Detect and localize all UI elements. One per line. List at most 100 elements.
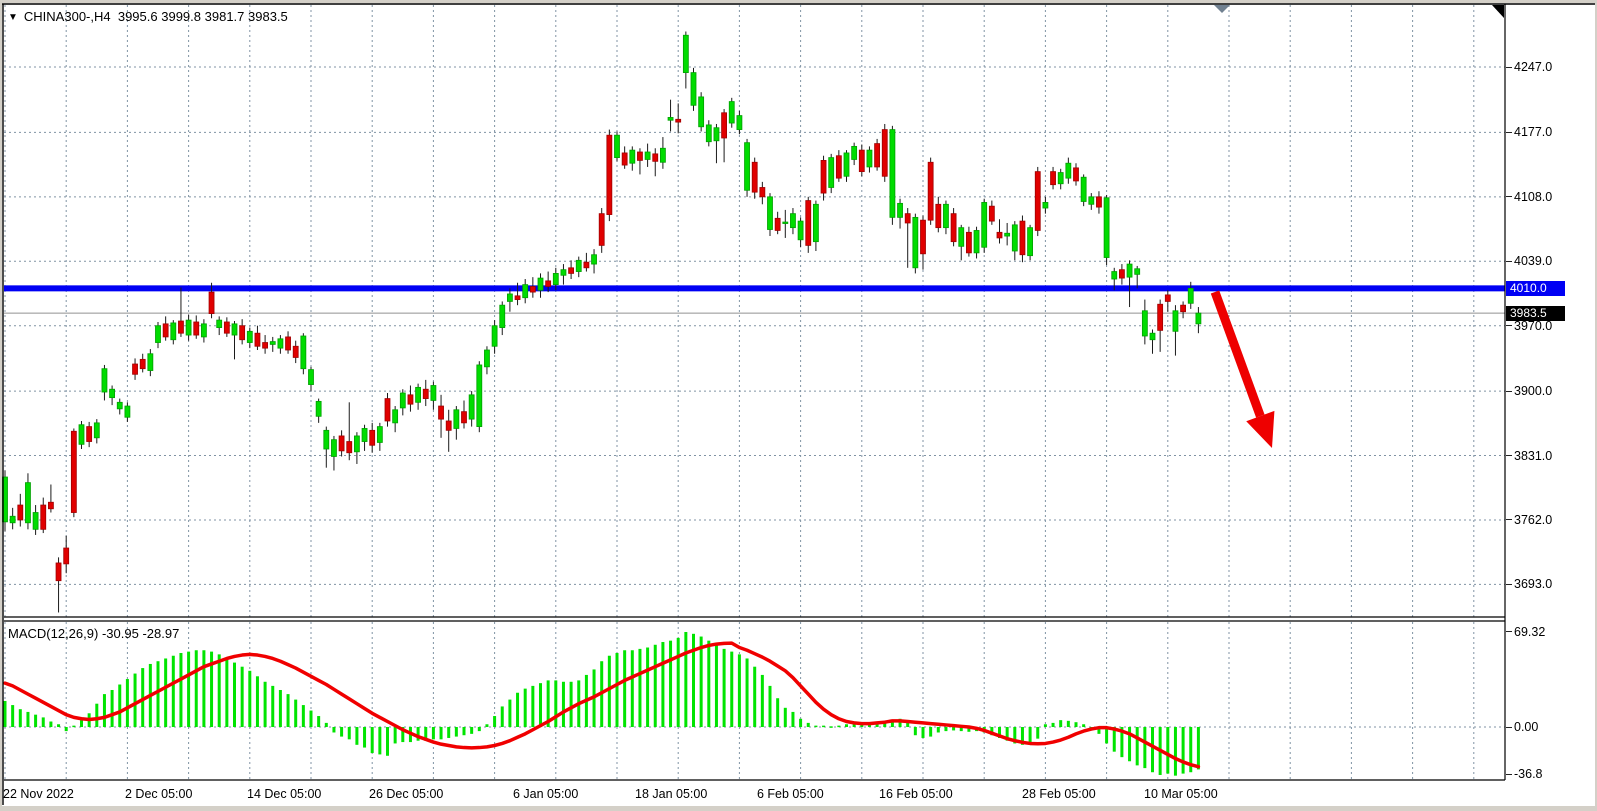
candle-body[interactable]: [499, 304, 506, 328]
candle-body[interactable]: [1111, 271, 1118, 280]
candle-body[interactable]: [292, 345, 299, 358]
candle-body[interactable]: [682, 34, 689, 74]
candle-body[interactable]: [866, 149, 873, 168]
candle-body[interactable]: [361, 428, 368, 442]
candle-body[interactable]: [40, 504, 47, 530]
candle-body[interactable]: [1195, 312, 1202, 325]
candle-body[interactable]: [461, 411, 467, 424]
candle-body[interactable]: [1141, 310, 1148, 337]
candle-body[interactable]: [629, 149, 636, 164]
candle-body[interactable]: [920, 219, 926, 255]
candle-body[interactable]: [805, 200, 812, 246]
candle-body[interactable]: [552, 273, 559, 286]
candle-body[interactable]: [874, 143, 880, 168]
candle-body[interactable]: [1103, 197, 1110, 258]
candle-body[interactable]: [239, 325, 246, 341]
candle-body[interactable]: [767, 196, 773, 230]
candle-body[interactable]: [445, 420, 452, 431]
candle-body[interactable]: [139, 358, 146, 370]
candle-body[interactable]: [996, 231, 1003, 239]
candle-body[interactable]: [338, 435, 345, 452]
candle-body[interactable]: [331, 439, 337, 457]
candle-body[interactable]: [522, 284, 529, 299]
candle-body[interactable]: [369, 429, 376, 446]
candle-body[interactable]: [147, 353, 154, 371]
candle-body[interactable]: [621, 152, 628, 166]
candle-body[interactable]: [705, 124, 712, 143]
candle-body[interactable]: [813, 203, 819, 243]
candle-body[interactable]: [407, 394, 414, 405]
candle-body[interactable]: [858, 149, 865, 173]
candle-body[interactable]: [950, 213, 957, 243]
candle-body[interactable]: [660, 147, 666, 163]
candle-body[interactable]: [200, 323, 207, 338]
candle-body[interactable]: [86, 426, 93, 442]
candle-body[interactable]: [109, 388, 115, 399]
candle-body[interactable]: [713, 127, 720, 142]
candle-body[interactable]: [1019, 220, 1026, 256]
candle-body[interactable]: [70, 430, 77, 513]
candle-body[interactable]: [315, 400, 322, 417]
candle-body[interactable]: [1126, 263, 1133, 278]
candle-body[interactable]: [231, 323, 238, 336]
candle-body[interactable]: [376, 426, 383, 443]
candle-body[interactable]: [943, 203, 949, 229]
candle-body[interactable]: [843, 152, 850, 177]
candle-body[interactable]: [958, 227, 965, 247]
candle-body[interactable]: [790, 213, 796, 229]
candle-body[interactable]: [774, 217, 781, 231]
candle-body[interactable]: [529, 286, 536, 293]
candle-body[interactable]: [346, 441, 353, 454]
candle-body[interactable]: [652, 153, 659, 162]
candle-body[interactable]: [506, 293, 513, 302]
candle-body[interactable]: [132, 363, 138, 375]
candle-body[interactable]: [223, 321, 230, 334]
candle-body[interactable]: [966, 231, 972, 254]
candle-body[interactable]: [415, 386, 422, 403]
candle-body[interactable]: [93, 422, 100, 439]
candle-body[interactable]: [484, 349, 490, 368]
candle-body[interactable]: [583, 261, 590, 269]
candle-body[interactable]: [1065, 162, 1072, 179]
candle-body[interactable]: [185, 319, 192, 336]
candle-body[interactable]: [178, 320, 184, 334]
candle-body[interactable]: [514, 295, 521, 300]
candle-body[interactable]: [897, 202, 903, 218]
candle-body[interactable]: [1011, 224, 1018, 252]
candle-body[interactable]: [751, 161, 758, 193]
candle-body[interactable]: [835, 155, 842, 179]
candle-body[interactable]: [1027, 227, 1033, 257]
candle-body[interactable]: [285, 336, 291, 351]
candle-body[interactable]: [208, 291, 215, 314]
candle-body[interactable]: [254, 332, 261, 347]
candle-body[interactable]: [797, 220, 804, 241]
candle-body[interactable]: [1149, 332, 1156, 341]
candle-body[interactable]: [308, 369, 314, 385]
candle-body[interactable]: [881, 129, 888, 177]
candle-body[interactable]: [575, 259, 582, 272]
candle-body[interactable]: [246, 330, 253, 343]
candle-body[interactable]: [1057, 172, 1064, 185]
candle-body[interactable]: [430, 385, 437, 401]
candle-body[interactable]: [728, 101, 735, 124]
candle-body[interactable]: [1042, 202, 1049, 209]
candle-body[interactable]: [9, 515, 16, 524]
candle-body[interactable]: [438, 405, 444, 420]
candle-body[interactable]: [63, 547, 70, 565]
candle-body[interactable]: [537, 277, 544, 291]
candle-body[interactable]: [667, 117, 674, 121]
candle-body[interactable]: [353, 435, 360, 453]
candle-body[interactable]: [491, 325, 498, 347]
candle-body[interactable]: [1004, 232, 1011, 237]
candle-body[interactable]: [269, 341, 276, 345]
candle-body[interactable]: [1080, 176, 1087, 202]
candle-body[interactable]: [988, 205, 995, 222]
candle-body[interactable]: [216, 319, 223, 328]
candle-body[interactable]: [48, 501, 54, 510]
candle-body[interactable]: [1134, 268, 1141, 275]
candle-body[interactable]: [193, 321, 200, 336]
candle-body[interactable]: [690, 72, 697, 106]
candle-body[interactable]: [384, 398, 391, 422]
candle-body[interactable]: [323, 429, 330, 450]
